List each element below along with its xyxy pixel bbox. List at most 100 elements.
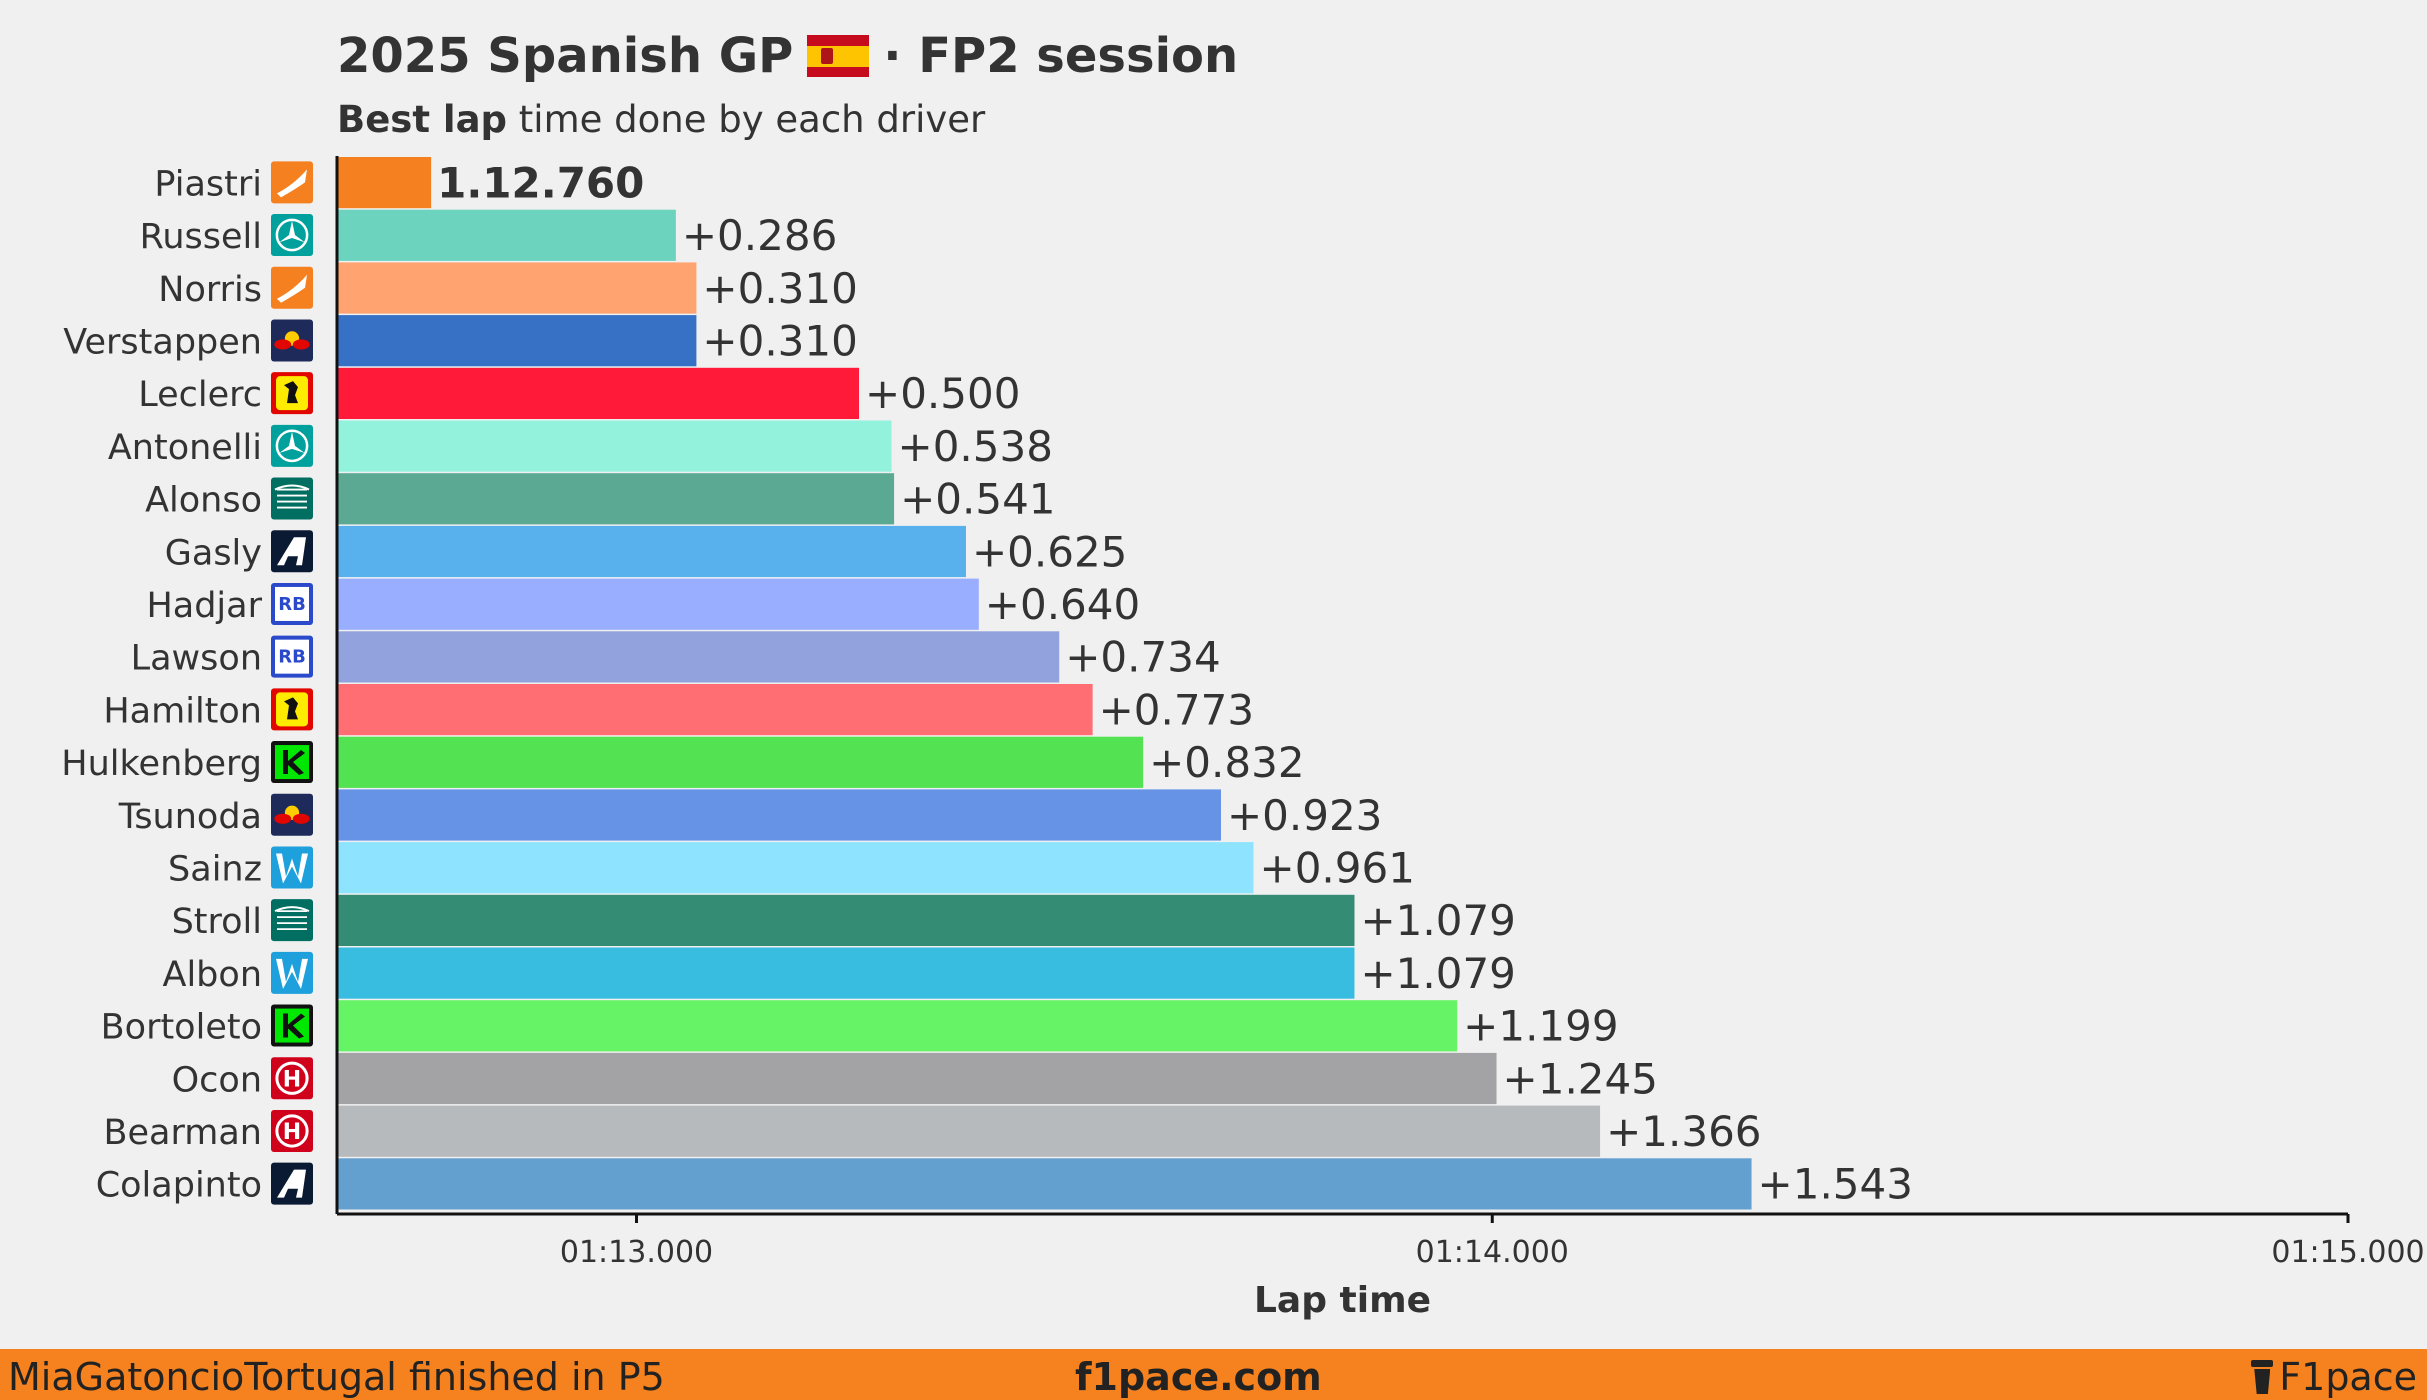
chart-title: 2025 Spanish GP · FP2 session: [337, 28, 1238, 84]
svg-text:RB: RB: [278, 647, 306, 668]
subtitle-rest: time done by each driver: [507, 98, 986, 141]
driver-name-label: Colapinto: [96, 1166, 262, 1206]
racing-bulls-logo-icon: RB: [271, 582, 313, 625]
red-bull-logo-icon: [271, 319, 313, 362]
mercedes-logo-icon: [271, 214, 313, 257]
bar-verstappen: [337, 315, 697, 367]
bar-value-label: +0.541: [900, 475, 1055, 524]
bar-value-label: +0.538: [898, 422, 1053, 471]
driver-name-label: Alonso: [145, 481, 262, 521]
driver-name-label: Hulkenberg: [61, 744, 262, 784]
bar-value-label: +0.961: [1260, 843, 1415, 892]
driver-name-label: Albon: [163, 955, 262, 995]
svg-text:H: H: [283, 1067, 301, 1092]
driver-name-label: Tsunoda: [118, 797, 262, 837]
bar-value-label: +0.286: [682, 211, 837, 260]
bar-value-label: +0.734: [1065, 633, 1220, 682]
driver-name-label: Hadjar: [146, 586, 262, 626]
bar-leclerc: [337, 367, 860, 419]
mercedes-logo-icon: [271, 424, 313, 467]
footer-site-link[interactable]: f1pace.com: [1075, 1355, 1322, 1399]
driver-name-label: Stroll: [172, 902, 262, 942]
bar-value-label: +1.079: [1360, 896, 1515, 945]
bar-tsunoda: [337, 789, 1221, 841]
bar-hulkenberg: [337, 736, 1144, 788]
bar-sainz: [337, 842, 1254, 894]
bar-stroll: [337, 894, 1355, 946]
bar-norris: [337, 262, 697, 314]
bar-value-label: +1.366: [1606, 1107, 1761, 1156]
x-tick-label: 01:13.000: [560, 1235, 713, 1270]
svg-text:RB: RB: [278, 594, 306, 615]
williams-logo-icon: [271, 846, 313, 889]
williams-logo-icon: [271, 951, 313, 994]
haas-logo-icon: H: [271, 1057, 313, 1100]
driver-name-label: Russell: [140, 217, 262, 257]
bar-value-label: +0.832: [1149, 738, 1304, 787]
racing-bulls-logo-icon: RB: [271, 635, 313, 678]
sauber-logo-icon: [271, 1004, 313, 1047]
aston-martin-logo-icon: [271, 477, 313, 520]
bar-hadjar: [337, 578, 979, 630]
chart-subtitle: Best lap time done by each driver: [337, 98, 985, 141]
bar-bortoleto: [337, 1000, 1458, 1052]
driver-name-label: Verstappen: [63, 322, 262, 362]
bar-value-label: +1.543: [1758, 1160, 1913, 1209]
footer-bar: MiaGatoncioTortugal finished in P5 f1pac…: [0, 1349, 2427, 1400]
red-bull-logo-icon: [271, 793, 313, 836]
x-axis-title: Lap time: [1254, 1280, 1431, 1321]
ferrari-logo-icon: [271, 372, 313, 415]
bar-value-label: +0.640: [985, 580, 1140, 629]
driver-name-label: Leclerc: [138, 375, 262, 415]
subtitle-bold: Best lap: [337, 98, 508, 141]
footer-brand-text: F1pace: [2279, 1355, 2417, 1399]
bar-bearman: [337, 1105, 1601, 1157]
driver-name-label: Bortoleto: [101, 1008, 262, 1048]
driver-name-label: Norris: [158, 270, 262, 310]
alpine-logo-icon: [271, 1162, 313, 1205]
bar-value-label: +1.199: [1463, 1002, 1618, 1051]
svg-text:H: H: [283, 1120, 301, 1145]
bar-hamilton: [337, 684, 1093, 736]
x-tick-label: 01:15.000: [2271, 1235, 2424, 1270]
alpine-logo-icon: [271, 530, 313, 573]
aston-martin-logo-icon: [271, 899, 313, 942]
lap-time-chart: 1.12.760 Piastri +0.286 Russell +0.310 Norris…: [61, 156, 2425, 1321]
mclaren-logo-icon: [271, 266, 313, 309]
title-text: 2025 Spanish GP: [337, 28, 794, 84]
session-text: · FP2 session: [883, 28, 1239, 84]
ferrari-logo-icon: [271, 688, 313, 731]
driver-name-label: Gasly: [165, 533, 262, 573]
driver-name-label: Antonelli: [108, 428, 262, 468]
bar-value-label: +1.245: [1503, 1054, 1658, 1103]
bar-value-label: +0.500: [865, 369, 1020, 418]
mclaren-logo-icon: [271, 161, 313, 204]
bar-lawson: [337, 631, 1060, 683]
driver-name-label: Hamilton: [103, 691, 262, 731]
x-tick-label: 01:14.000: [1416, 1235, 1569, 1270]
bar-albon: [337, 947, 1355, 999]
spain-flag-icon: [807, 35, 870, 77]
bar-ocon: [337, 1052, 1497, 1105]
footer-result-text: MiaGatoncioTortugal finished in P5: [8, 1355, 665, 1399]
bar-value-label: +0.310: [702, 316, 857, 365]
driver-name-label: Lawson: [131, 639, 262, 679]
bar-antonelli: [337, 420, 892, 472]
driver-name-label: Bearman: [104, 1113, 263, 1153]
driver-name-label: Sainz: [168, 849, 262, 889]
driver-name-label: Piastri: [154, 164, 262, 204]
bar-gasly: [337, 525, 966, 578]
haas-logo-icon: H: [271, 1109, 313, 1152]
bar-value-label: +0.625: [972, 527, 1127, 576]
footer-brand: F1pace: [2251, 1355, 2417, 1399]
bar-value-label: +0.310: [702, 264, 857, 313]
driver-name-label: Ocon: [172, 1060, 262, 1100]
bar-value-label: 1.12.760: [437, 158, 644, 207]
bar-value-label: +0.923: [1227, 791, 1382, 840]
bar-russell: [337, 209, 676, 261]
bar-colapinto: [337, 1158, 1752, 1210]
bar-value-label: +0.773: [1099, 685, 1254, 734]
bar-alonso: [337, 473, 895, 525]
coffee-cup-icon: [2251, 1360, 2274, 1394]
bar-piastri: [337, 157, 432, 209]
